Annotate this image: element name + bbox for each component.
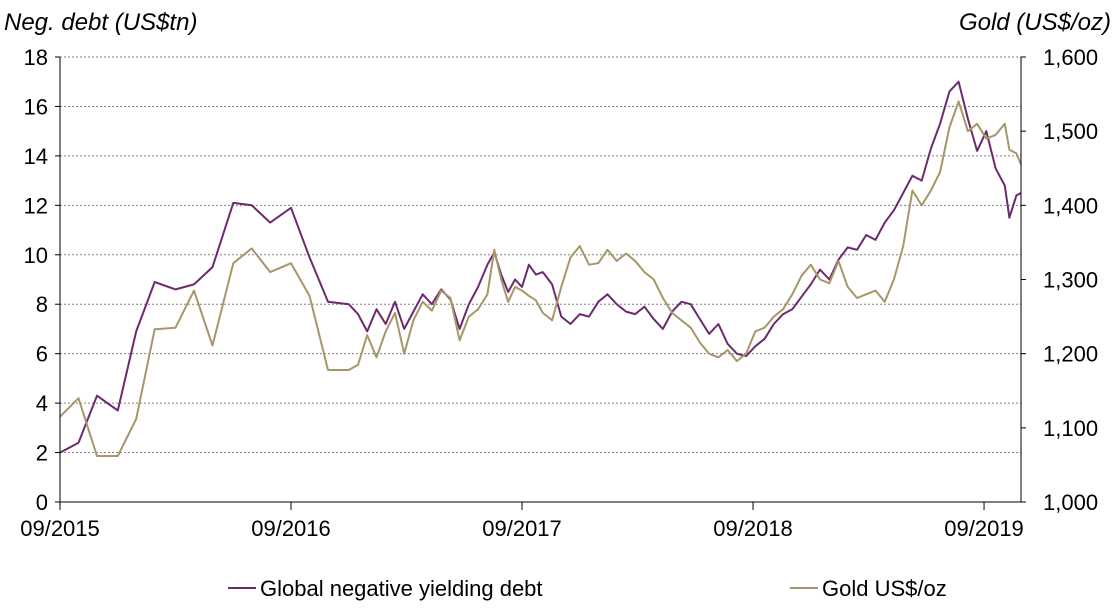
left-tick-label: 2 bbox=[36, 441, 48, 466]
series-line-gold bbox=[59, 100, 1022, 457]
series-line-neg-debt bbox=[59, 80, 1022, 454]
right-tick-label: 1,200 bbox=[1043, 342, 1098, 367]
left-tick-label: 12 bbox=[24, 193, 48, 218]
gridlines bbox=[60, 56, 1021, 454]
left-tick-label: 4 bbox=[36, 391, 48, 416]
legend-label-gold: Gold US$/oz bbox=[822, 576, 947, 601]
left-tick-label: 18 bbox=[24, 45, 48, 70]
left-tick-label: 10 bbox=[24, 243, 48, 268]
right-tick-label: 1,600 bbox=[1043, 45, 1098, 70]
left-tick-label: 0 bbox=[36, 490, 48, 515]
x-axis-ticks: 09/2015 09/2016 09/2017 09/2018 09/2019 bbox=[20, 502, 1024, 541]
left-axis-ticks: 0 2 4 6 8 10 12 14 16 18 bbox=[24, 45, 60, 515]
left-tick-label: 8 bbox=[36, 292, 48, 317]
right-axis-ticks: 1,000 1,100 1,200 1,300 1,400 1,500 1,600 bbox=[1021, 45, 1098, 515]
right-tick-label: 1,100 bbox=[1043, 416, 1098, 441]
legend: Global negative yielding debt Gold US$/o… bbox=[228, 576, 947, 601]
x-tick-label: 09/2017 bbox=[482, 516, 562, 541]
left-tick-label: 14 bbox=[24, 144, 48, 169]
left-axis-title: Neg. debt (US$tn) bbox=[4, 9, 197, 36]
right-axis-title: Gold (US$/oz) bbox=[959, 9, 1111, 36]
x-tick-label: 09/2016 bbox=[251, 516, 331, 541]
x-tick-label: 09/2015 bbox=[20, 516, 100, 541]
x-tick-label: 09/2018 bbox=[713, 516, 793, 541]
right-tick-label: 1,500 bbox=[1043, 119, 1098, 144]
left-tick-label: 16 bbox=[24, 94, 48, 119]
right-tick-label: 1,000 bbox=[1043, 490, 1098, 515]
right-tick-label: 1,300 bbox=[1043, 268, 1098, 293]
axis-lines bbox=[59, 57, 1022, 503]
right-tick-label: 1,400 bbox=[1043, 193, 1098, 218]
x-tick-label: 09/2019 bbox=[944, 516, 1024, 541]
legend-label-neg-debt: Global negative yielding debt bbox=[260, 576, 543, 601]
left-tick-label: 6 bbox=[36, 342, 48, 367]
series-lines bbox=[59, 80, 1022, 457]
